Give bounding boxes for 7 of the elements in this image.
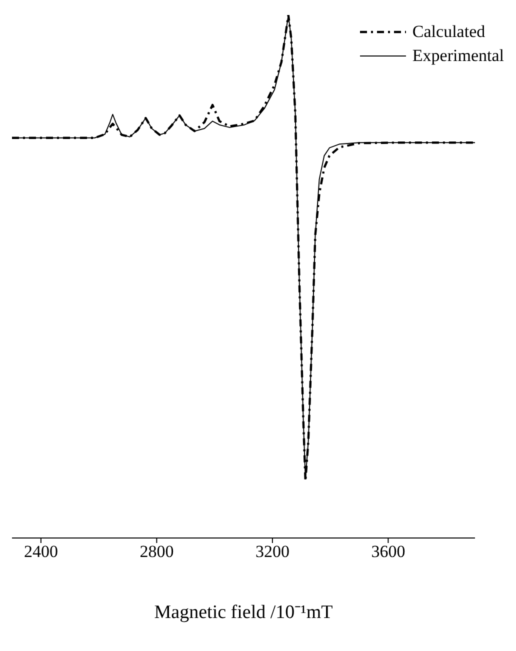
x-tick-label: 2800 (140, 542, 174, 562)
x-tick-label: 2400 (24, 542, 58, 562)
x-axis-title: Magnetic field /10⁻¹mT (154, 602, 334, 623)
x-tick-label: 3200 (255, 542, 290, 562)
legend-label: Calculated (412, 22, 486, 42)
x-tick-label: 3600 (371, 542, 406, 562)
legend-label: Experimental (412, 46, 504, 66)
